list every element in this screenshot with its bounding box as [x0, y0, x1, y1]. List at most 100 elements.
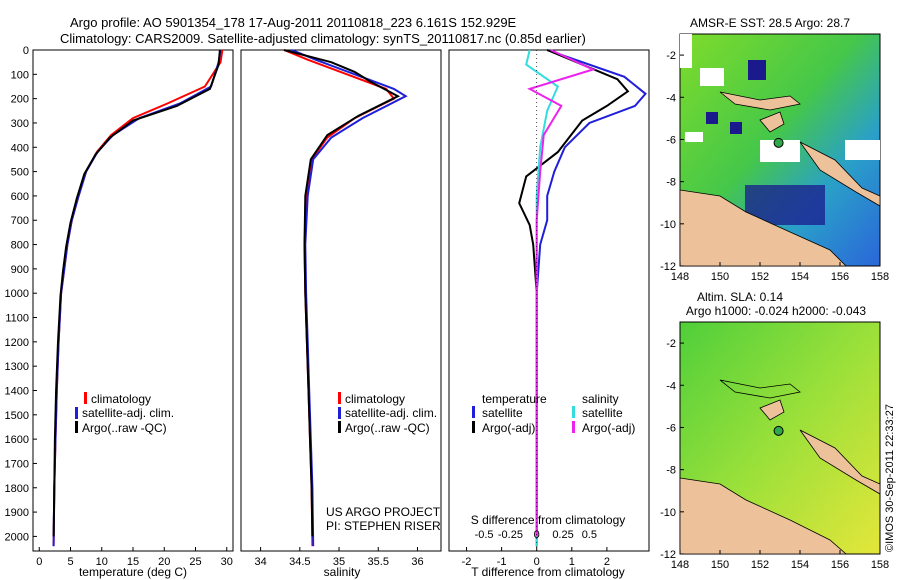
sst-map-title: AMSR-E SST: 28.5 Argo: 28.7	[690, 16, 850, 30]
x-tick-label: 5	[67, 556, 73, 568]
depth-tick-label: 500	[11, 167, 29, 179]
x-tick-label: 35	[333, 556, 345, 568]
salinity-x-axis: 34 34.5 35 35.5 36	[254, 547, 424, 568]
difference-xlabel: T difference from climatology	[471, 565, 625, 579]
sst-map-panel: AMSR-E SST: 28.5 Argo: 28.7 148 150 152 154…	[660, 16, 889, 283]
legend-s-satellite-swatch	[572, 406, 575, 418]
map-y-tick-label: -8	[666, 177, 676, 189]
temperature-legend: climatology satellite-adj. clim. Argo(..…	[75, 392, 174, 435]
x-tick-label: 2	[604, 556, 610, 568]
depth-tick-label: 1000	[5, 288, 29, 300]
legend-argo: Argo(..raw -QC)	[345, 421, 430, 435]
depth-tick-label: 100	[11, 69, 29, 81]
temperature-xlabel: temperature (deg C)	[79, 565, 187, 579]
x-tick-label: 34	[254, 556, 266, 568]
header-line1: Argo profile: AO 5901354_178 17-Aug-2011…	[70, 15, 517, 30]
credit-stamp: ©IMOS 30-Sep-2011 22:33:27	[884, 404, 896, 552]
x-tick-label: 1	[569, 556, 575, 568]
legend-climatology: climatology	[345, 392, 405, 406]
temperature-series	[52, 49, 224, 547]
map-x-tick-label: 148	[671, 559, 689, 571]
depth-tick-label: 2000	[5, 531, 29, 543]
sla-map-subtitle: Argo h1000: -0.024 h2000: -0.043	[686, 304, 866, 318]
sla-map-features	[679, 379, 881, 555]
legend-climatology: climatology	[91, 392, 151, 406]
map-x-tick-label: 148	[671, 271, 689, 283]
depth-tick-label: 800	[11, 240, 29, 252]
map-y-tick-label: -12	[660, 549, 676, 561]
sla-map-axes: 148 150 152 154 156 158 -2 -4 -6 -8 -10 -12	[660, 338, 889, 571]
map-x-tick-label: 154	[791, 271, 809, 283]
salinity-legend: climatology satellite-adj. clim. Argo(..…	[338, 392, 437, 435]
depth-tick-label: 700	[11, 215, 29, 227]
salinity-axes	[240, 49, 442, 552]
x-tick-label: 0	[36, 556, 42, 568]
depth-tick-label: 1600	[5, 434, 29, 446]
difference-x-axis: -2 -1 0 1 2	[462, 547, 610, 568]
map-x-tick-label: 158	[871, 271, 889, 283]
map-x-tick-label: 156	[831, 271, 849, 283]
difference-panel: -2 -1 0 1 2 T difference from climatology S …	[448, 49, 650, 579]
difference-legend: temperature satellite Argo(-adj) salinit…	[472, 392, 635, 435]
series-argo-raw-qc	[52, 49, 221, 537]
salinity-panel: 34 34.5 35 35.5 36 salinity climatology sate…	[240, 49, 442, 579]
legend-satellite: satellite-adj. clim.	[82, 406, 174, 420]
map-y-tick-label: -12	[660, 261, 676, 273]
legend-satellite: satellite-adj. clim.	[345, 406, 437, 420]
legend-temperature-heading: temperature	[482, 392, 547, 406]
map-y-tick-label: -6	[666, 134, 676, 146]
difference-xlabel-top: S difference from climatology	[471, 513, 626, 527]
depth-tick-label: 900	[11, 264, 29, 276]
depth-tick-label: 600	[11, 191, 29, 203]
legend-satellite-swatch	[338, 407, 341, 419]
map-x-tick-label: 150	[711, 559, 729, 571]
sst-map-axes: 148 150 152 154 156 158 -2 -4 -6 -8 -10 -12	[660, 50, 889, 283]
argo-float-marker	[773, 425, 784, 436]
map-y-tick-label: -10	[660, 219, 676, 231]
x-tick-label: 0	[534, 556, 540, 568]
map-x-tick-label: 156	[831, 559, 849, 571]
legend-s-argo: Argo(-adj)	[582, 421, 635, 435]
depth-tick-label: 1200	[5, 337, 29, 349]
depth-tick-label: 0	[23, 45, 29, 57]
salinity-difference-tick-labels: -0.5 -0.25 0 0.25 0.5	[475, 529, 597, 541]
difference-axes	[448, 49, 650, 552]
s-difference-tick-label: -0.25	[498, 529, 523, 541]
depth-tick-label: 300	[11, 118, 29, 130]
s-difference-tick-label: 0.5	[582, 529, 597, 541]
x-tick-label: -1	[497, 556, 507, 568]
depth-tick-label: 1500	[5, 410, 29, 422]
map-x-tick-label: 150	[711, 271, 729, 283]
legend-t-argo-swatch	[472, 421, 475, 433]
project-annotation: US ARGO PROJECT	[326, 505, 441, 519]
temperature-axes	[32, 49, 234, 552]
map-x-tick-label: 152	[751, 271, 769, 283]
s-difference-tick-label: 0.25	[552, 529, 573, 541]
x-tick-label: 34.5	[289, 556, 310, 568]
legend-s-satellite: satellite	[582, 406, 623, 420]
x-tick-label: 36	[411, 556, 423, 568]
s-difference-tick-label: 0	[534, 529, 540, 541]
map-x-tick-label: 158	[871, 559, 889, 571]
map-y-tick-label: -6	[666, 422, 676, 434]
sla-map-panel: Altim. SLA: 0.14 Argo h1000: -0.024 h200…	[660, 290, 889, 571]
depth-tick-label: 400	[11, 142, 29, 154]
s-difference-tick-label: -0.5	[475, 529, 494, 541]
map-y-tick-label: -2	[666, 50, 676, 62]
pi-annotation: PI: STEPHEN RISER	[326, 519, 441, 533]
map-x-tick-label: 152	[751, 559, 769, 571]
map-y-tick-label: -8	[666, 465, 676, 477]
depth-tick-label: 1700	[5, 458, 29, 470]
legend-t-argo: Argo(-adj)	[482, 421, 535, 435]
map-y-tick-label: -10	[660, 507, 676, 519]
sst-map-features	[679, 34, 881, 267]
legend-satellite-swatch	[75, 407, 78, 419]
x-tick-label: 35.5	[368, 556, 389, 568]
x-tick-label: 25	[189, 556, 201, 568]
legend-climatology-swatch	[338, 392, 341, 404]
x-tick-label: 15	[127, 556, 139, 568]
legend-argo-swatch	[75, 421, 78, 433]
depth-axis: 0 100 200 300 400 500 600 700 800 900 1000 1100 1200…	[5, 45, 37, 543]
depth-tick-label: 1400	[5, 385, 29, 397]
